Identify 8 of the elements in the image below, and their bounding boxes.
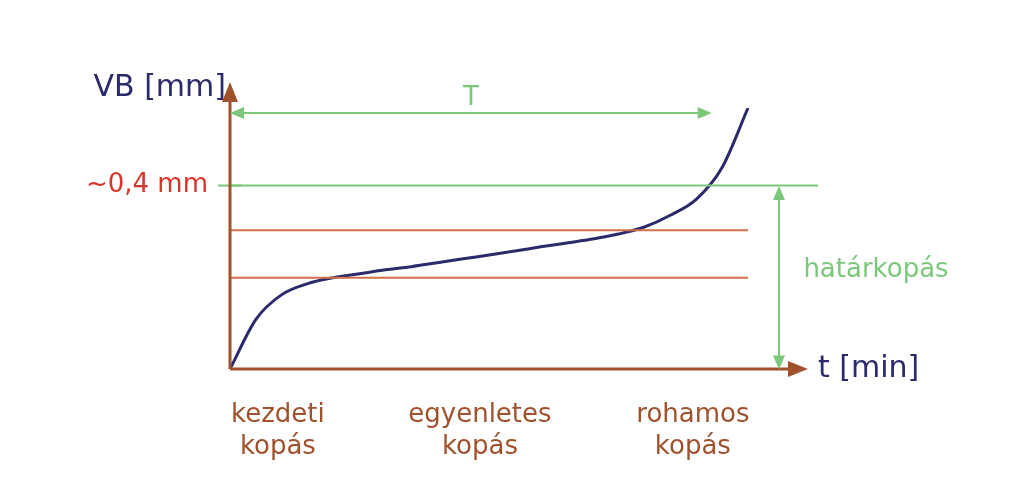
text: egyenletes kopás [408, 397, 552, 460]
x-axis-title: t [min] [818, 348, 920, 384]
text: kezdeti kopás [231, 397, 325, 460]
text: határkopás [803, 252, 949, 283]
ref-line-label: ~0,4 mm [85, 168, 208, 199]
annotation: T [461, 80, 479, 111]
text: rohamos kopás [636, 397, 750, 460]
y-axis-title: VB [mm] [93, 67, 226, 103]
